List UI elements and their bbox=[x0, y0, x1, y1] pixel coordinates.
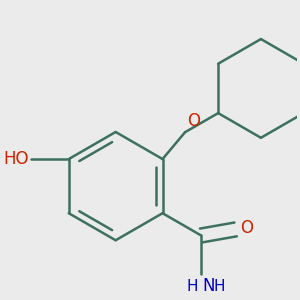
Text: O: O bbox=[240, 219, 254, 237]
Text: H: H bbox=[187, 280, 198, 295]
Text: O: O bbox=[187, 112, 200, 130]
Text: N: N bbox=[203, 277, 215, 295]
Text: HO: HO bbox=[3, 150, 29, 168]
Text: H: H bbox=[213, 280, 225, 295]
